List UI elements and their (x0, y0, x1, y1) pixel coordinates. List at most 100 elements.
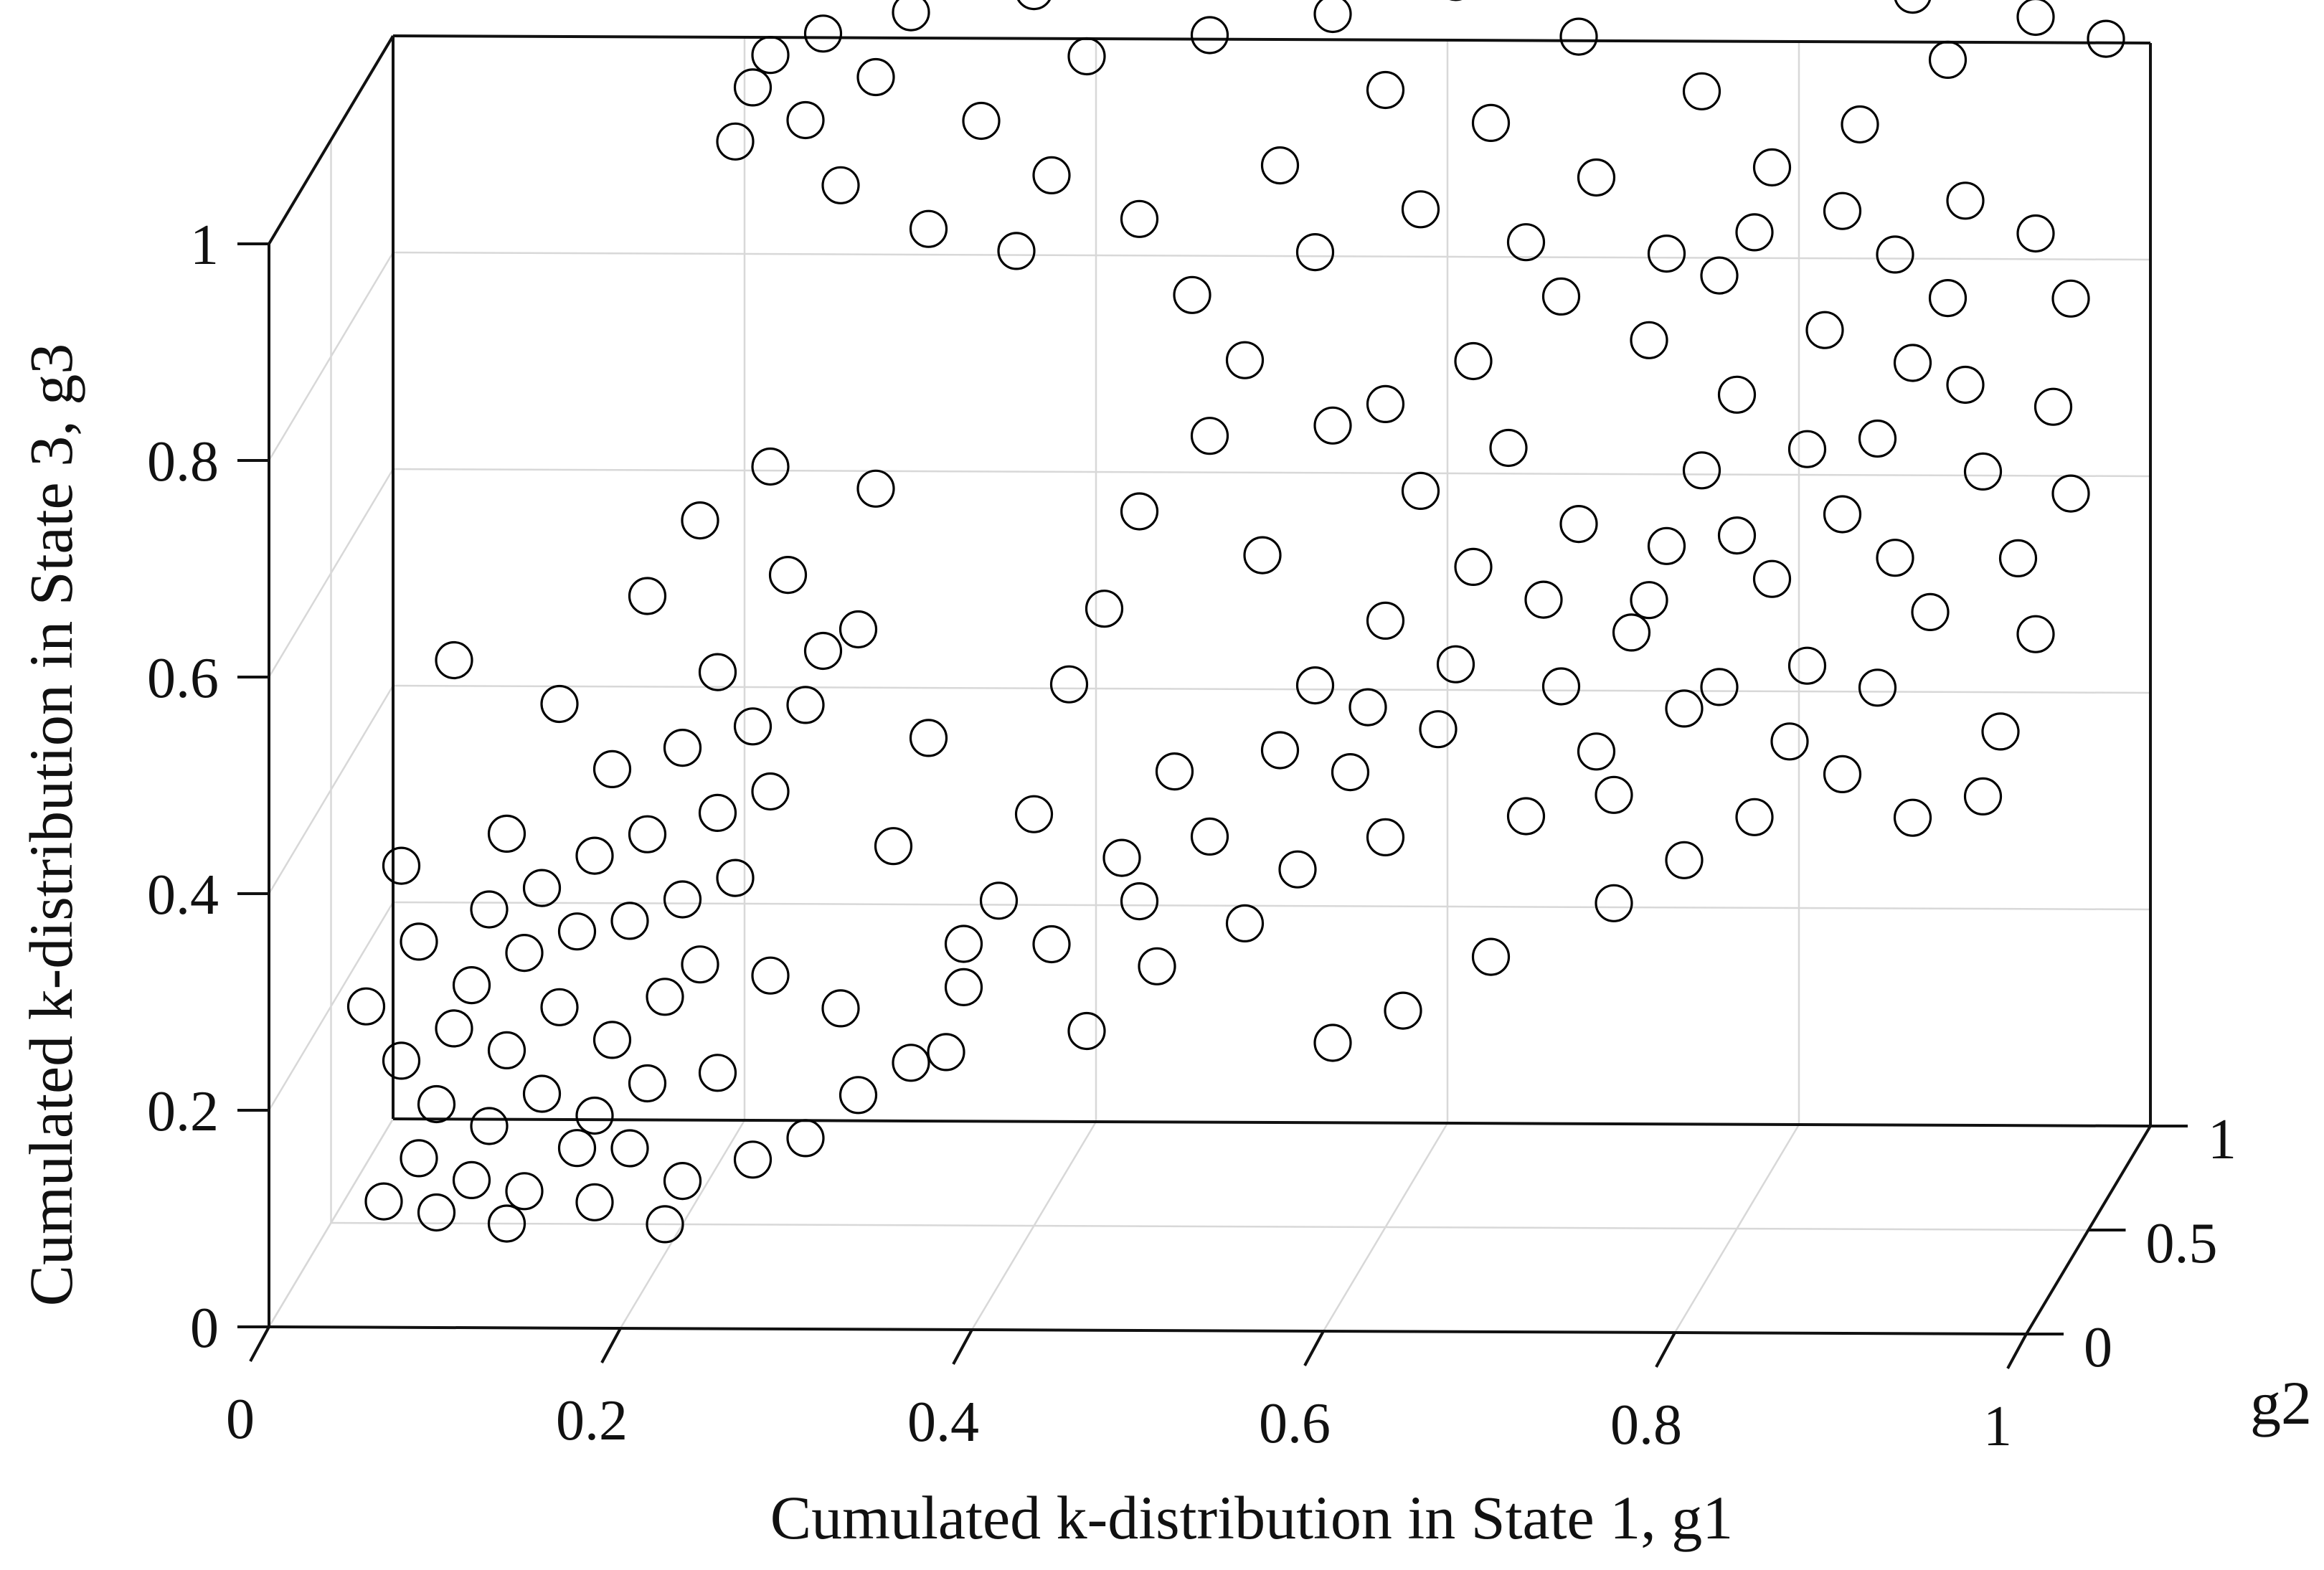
data-point (1700, 256, 1739, 295)
data-point (1595, 884, 1633, 922)
data-point (1612, 613, 1651, 652)
data-point (751, 36, 790, 75)
data-point (417, 1084, 456, 1124)
data-point (575, 1096, 614, 1135)
data-point (1471, 937, 1511, 976)
data-point (400, 922, 438, 961)
data-point (1278, 850, 1317, 889)
data-point (487, 1031, 526, 1070)
data-point (1963, 452, 2003, 491)
data-point (1190, 817, 1229, 856)
data-point (821, 989, 860, 1028)
data-point (487, 814, 526, 853)
data-point (979, 881, 1019, 920)
data-point (1893, 344, 1932, 382)
data-point (1313, 1023, 1352, 1062)
data-point (346, 987, 386, 1026)
data-point (540, 684, 579, 724)
data-point (1647, 526, 1686, 565)
x-tick (2006, 1333, 2028, 1369)
data-point (1138, 947, 1176, 985)
data-point (1735, 798, 1774, 836)
data-point (1541, 277, 1581, 316)
box-edge (392, 34, 2151, 44)
data-point (733, 707, 773, 746)
data-point (575, 1183, 614, 1221)
grid-lines (268, 34, 2152, 1335)
data-point (1401, 471, 1440, 511)
x-tick (249, 1326, 270, 1362)
data-point (1243, 536, 1282, 574)
data-point (364, 1182, 403, 1221)
data-point (892, 0, 930, 32)
data-point (1173, 275, 1211, 314)
data-point (751, 447, 790, 486)
data-point (698, 1054, 737, 1092)
data-point (1049, 665, 1089, 704)
data-point (768, 555, 808, 595)
z-tick-label: 0 (190, 1297, 219, 1360)
data-point (1155, 752, 1194, 791)
data-point (646, 1205, 684, 1244)
data-point (1981, 712, 2020, 751)
data-point (1858, 419, 1897, 458)
data-point (1295, 233, 1335, 272)
data-point (1260, 146, 1300, 185)
data-point (1120, 881, 1159, 921)
x-tick-label: 1 (1983, 1395, 2012, 1458)
data-point (1963, 777, 2003, 816)
data-point (1876, 235, 1914, 274)
data-point (927, 1033, 965, 1072)
data-point (575, 836, 614, 875)
data-point (2051, 474, 2090, 513)
data-point (751, 772, 790, 811)
data-point (1717, 516, 1757, 555)
data-point (2016, 615, 2055, 653)
data-point (681, 945, 719, 984)
y-tick-label: 1 (2208, 1108, 2236, 1171)
data-point (1946, 181, 1985, 220)
data-point (1700, 668, 1739, 706)
data-point (1595, 775, 1633, 814)
data-point (505, 933, 544, 973)
data-point (1770, 722, 1809, 761)
data-point (1225, 904, 1265, 943)
data-point (1928, 279, 1968, 318)
grid-line (392, 901, 2151, 911)
data-point (1190, 16, 1229, 55)
data-point (1911, 592, 1950, 632)
data-point (1067, 37, 1106, 76)
data-point (382, 846, 421, 885)
data-point (874, 827, 913, 866)
x-tick (600, 1328, 622, 1363)
data-point (1260, 731, 1300, 770)
data-point (1787, 430, 1827, 468)
box-edge (392, 1117, 2151, 1127)
data-point (435, 640, 473, 680)
data-point (1401, 190, 1440, 229)
data-point (751, 956, 790, 995)
data-point (2016, 214, 2055, 253)
data-point (470, 890, 509, 929)
data-point (733, 1140, 773, 1179)
z-axis-label: Cumulated k-distribution in State 3, g3 (16, 344, 85, 1306)
data-point (1067, 1011, 1106, 1051)
data-point (1366, 70, 1405, 110)
data-points (346, 0, 2125, 1244)
data-point (1841, 105, 1879, 144)
data-point (997, 232, 1036, 270)
data-point (435, 1009, 473, 1048)
data-point (452, 965, 491, 1005)
data-point (1717, 375, 1757, 414)
data-point (944, 924, 983, 963)
data-point (557, 1129, 597, 1168)
data-point (698, 793, 737, 833)
axis-ticks: 0 0.2 0.4 0.6 0.8 1 0 0.2 0.4 0.6 0.8 1 0 0.5 1 (147, 214, 2236, 1458)
data-point (1419, 710, 1458, 749)
data-point (1823, 191, 1862, 230)
data-point (1577, 158, 1616, 197)
data-point (1630, 581, 1668, 620)
data-point (1489, 428, 1528, 468)
grid-line (392, 684, 2151, 694)
x-tick-label: 0.2 (556, 1389, 628, 1452)
